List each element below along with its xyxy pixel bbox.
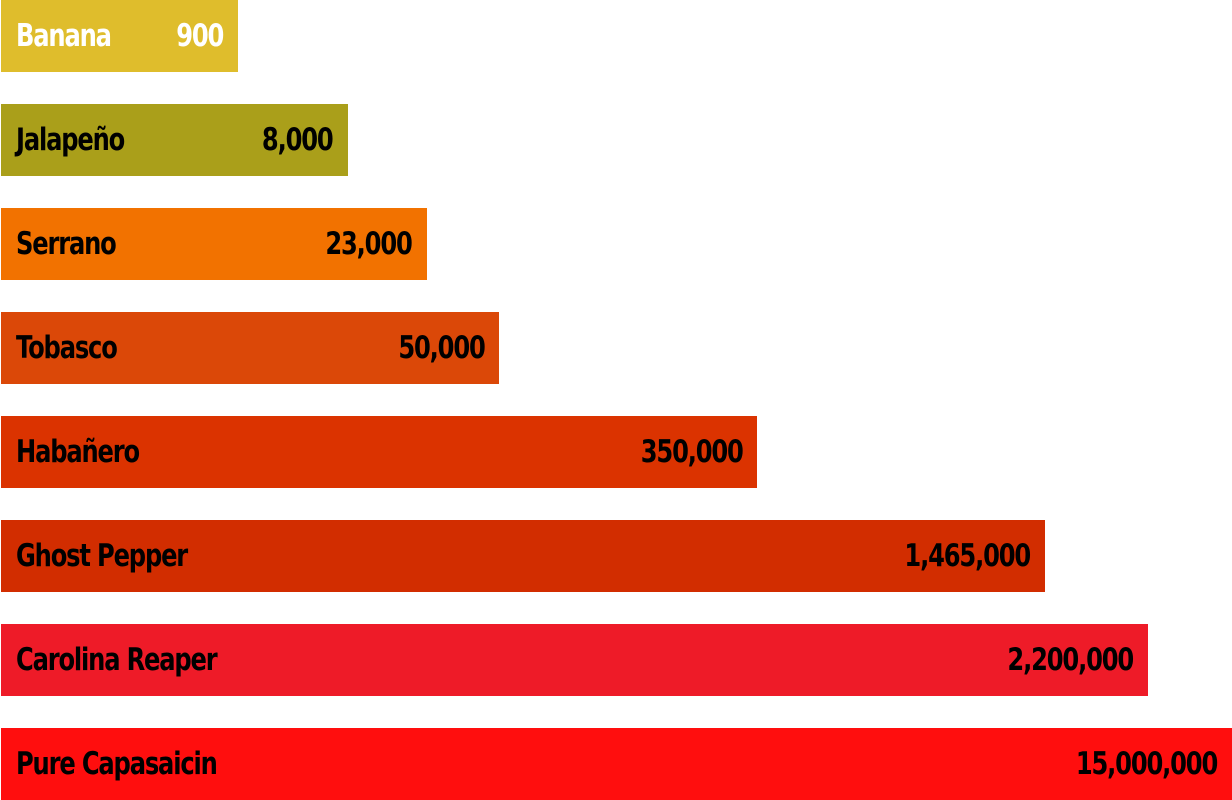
data-label-banana: 900 — [176, 18, 224, 54]
bar-pure-capasaicin — [1, 728, 1232, 800]
bar-row-pure-capasaicin: Pure Capasaicin 15,000,000 — [1, 728, 1232, 800]
bar-row-tobasco: Tobasco 50,000 — [1, 312, 500, 384]
bar-row-ghost-pepper: Ghost Pepper 1,465,000 — [1, 520, 1046, 592]
bar-label-jalapeno: Jalapeño — [16, 122, 125, 158]
bar-label-pure-capasaicin: Pure Capasaicin — [16, 746, 218, 782]
bar-banana — [1, 0, 239, 72]
bar-row-serrano: Serrano 23,000 — [1, 208, 427, 280]
data-label-habanero: 350,000 — [640, 434, 743, 470]
bar-serrano — [1, 208, 427, 280]
data-label-serrano: 23,000 — [325, 226, 412, 262]
bar-row-jalapeno: Jalapeño 8,000 — [1, 104, 349, 176]
bar-tobasco — [1, 312, 500, 384]
bar-row-carolina-reaper: Carolina Reaper 2,200,000 — [1, 624, 1148, 696]
bar-row-habanero: Habañero 350,000 — [1, 416, 758, 488]
data-label-tobasco: 50,000 — [398, 330, 485, 366]
bar-label-habanero: Habañero — [16, 434, 140, 470]
bar-ghost-pepper — [1, 520, 1046, 592]
bar-jalapeno — [1, 104, 349, 176]
bar-row-banana: Banana 900 — [1, 0, 239, 72]
bar-label-ghost-pepper: Ghost Pepper — [16, 538, 188, 574]
data-label-carolina-reaper: 2,200,000 — [1007, 642, 1134, 678]
bar-habanero — [1, 416, 758, 488]
data-label-jalapeno: 8,000 — [262, 122, 334, 158]
bar-label-banana: Banana — [16, 18, 112, 54]
bar-label-carolina-reaper: Carolina Reaper — [16, 642, 218, 678]
bar-carolina-reaper — [1, 624, 1148, 696]
data-label-ghost-pepper: 1,465,000 — [904, 538, 1032, 574]
bar-label-tobasco: Tobasco — [16, 330, 118, 366]
bar-label-serrano: Serrano — [16, 226, 117, 262]
data-label-pure-capasaicin: 15,000,000 — [1075, 746, 1218, 782]
